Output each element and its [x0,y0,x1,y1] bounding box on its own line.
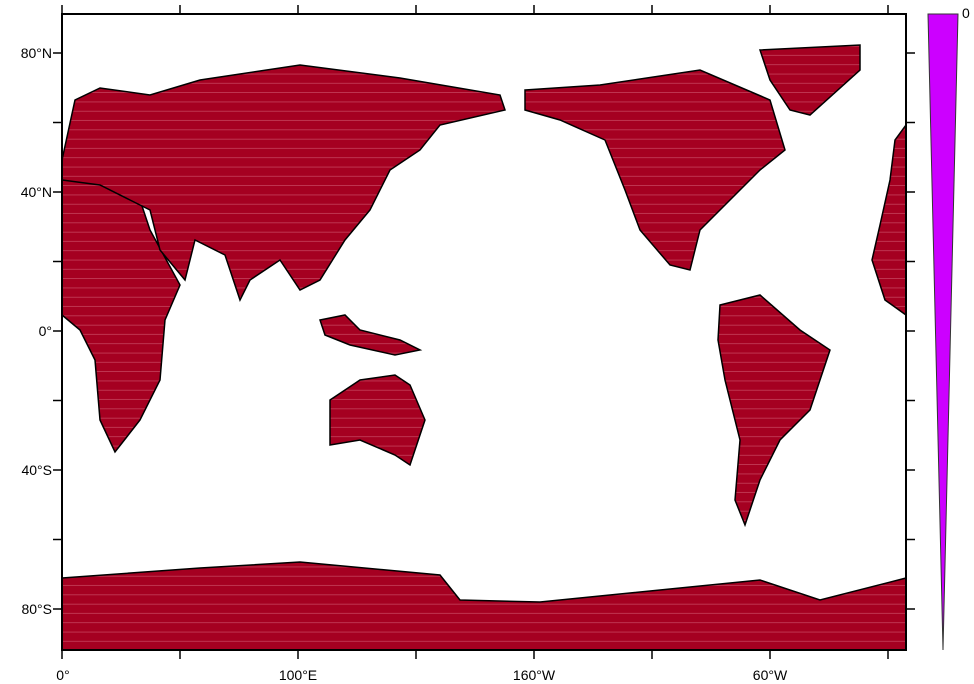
southeast-asia-islands [319,314,423,356]
x-tick-label: 60°W [753,667,788,683]
north-america [524,69,786,271]
y-tick-label: 40°N [21,184,52,200]
colorbar-triangle [927,13,959,651]
y-tick-label: 80°S [21,601,52,617]
colorbar-label: 0 [962,5,970,21]
x-tick-label: 0° [56,667,69,683]
europe-africa-east-wrap [871,122,907,317]
land-mask [61,44,907,651]
y-tick-label: 0° [39,323,52,339]
x-tick-label: 100°E [279,667,317,683]
greenland [758,44,861,116]
y-tick-label: 80°N [21,45,52,61]
axis-ticks [53,5,915,659]
plot-frame [61,13,907,651]
antarctica [61,561,907,651]
x-axis-labels: 0° 100°E 160°W 60°W [56,667,788,683]
y-tick-label: 40°S [21,462,52,478]
australia [329,374,426,467]
eurasia [61,64,506,302]
y-axis-labels: 80°N 40°N 0° 40°S 80°S [21,45,52,617]
south-america [717,294,831,528]
colorbar: 0 [927,5,970,651]
x-tick-label: 160°W [513,667,556,683]
